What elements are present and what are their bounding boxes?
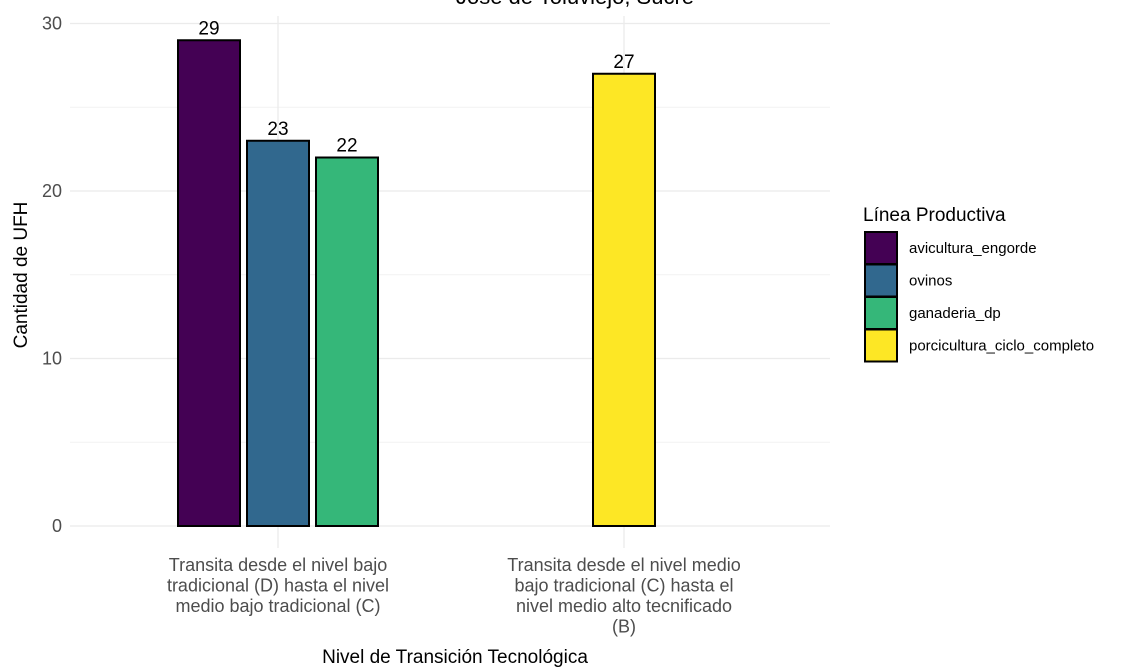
bar-ovinos bbox=[246, 139, 310, 527]
y-tick-label: 30 bbox=[42, 14, 62, 34]
bar-ganaderia_dp bbox=[315, 156, 379, 527]
y-tick-label: 0 bbox=[52, 516, 62, 536]
y-tick-label: 20 bbox=[42, 181, 62, 201]
bar-value-label: 23 bbox=[267, 119, 288, 140]
legend-swatch-porcicultura_ciclo_completo bbox=[864, 328, 898, 363]
legend-title: Línea Productiva bbox=[863, 205, 1006, 226]
bar-porcicultura_ciclo_completo bbox=[592, 72, 656, 527]
legend-label: avicultura_engorde bbox=[909, 240, 1037, 257]
x-tick-labels: Transita desde el nivel bajo tradicional … bbox=[167, 555, 741, 637]
legend-label: ganaderia_dp bbox=[909, 305, 1001, 322]
bar-avicultura_engorde bbox=[177, 39, 241, 527]
y-tick-labels: 0 10 20 30 bbox=[42, 14, 62, 537]
bar-value-label: 22 bbox=[336, 136, 357, 157]
legend-label: ovinos bbox=[909, 273, 952, 290]
x-tick-label: Transita desde el nivel medio bajo tradic… bbox=[507, 555, 740, 637]
legend-swatch-ovinos bbox=[864, 263, 898, 298]
bars: 29 23 22 27 bbox=[177, 18, 656, 527]
chart-title: Jose de Tolúviejo, Sucre bbox=[456, 0, 694, 9]
bar-value-label: 27 bbox=[613, 52, 634, 73]
legend-label: porcicultura_ciclo_completo bbox=[909, 338, 1094, 355]
legend: Línea Productiva avicultura_engordeovino… bbox=[863, 205, 1094, 363]
x-axis-title: Nivel de Transición Tecnológica bbox=[322, 647, 588, 667]
y-axis-title: Cantidad de UFH bbox=[11, 202, 32, 349]
legend-swatch-ganaderia_dp bbox=[864, 296, 898, 330]
x-tick-label: Transita desde el nivel bajo tradicional … bbox=[167, 555, 389, 616]
y-tick-label: 10 bbox=[42, 349, 62, 369]
legend-swatch-avicultura_engorde bbox=[864, 231, 898, 265]
bar-value-label: 29 bbox=[198, 18, 219, 39]
